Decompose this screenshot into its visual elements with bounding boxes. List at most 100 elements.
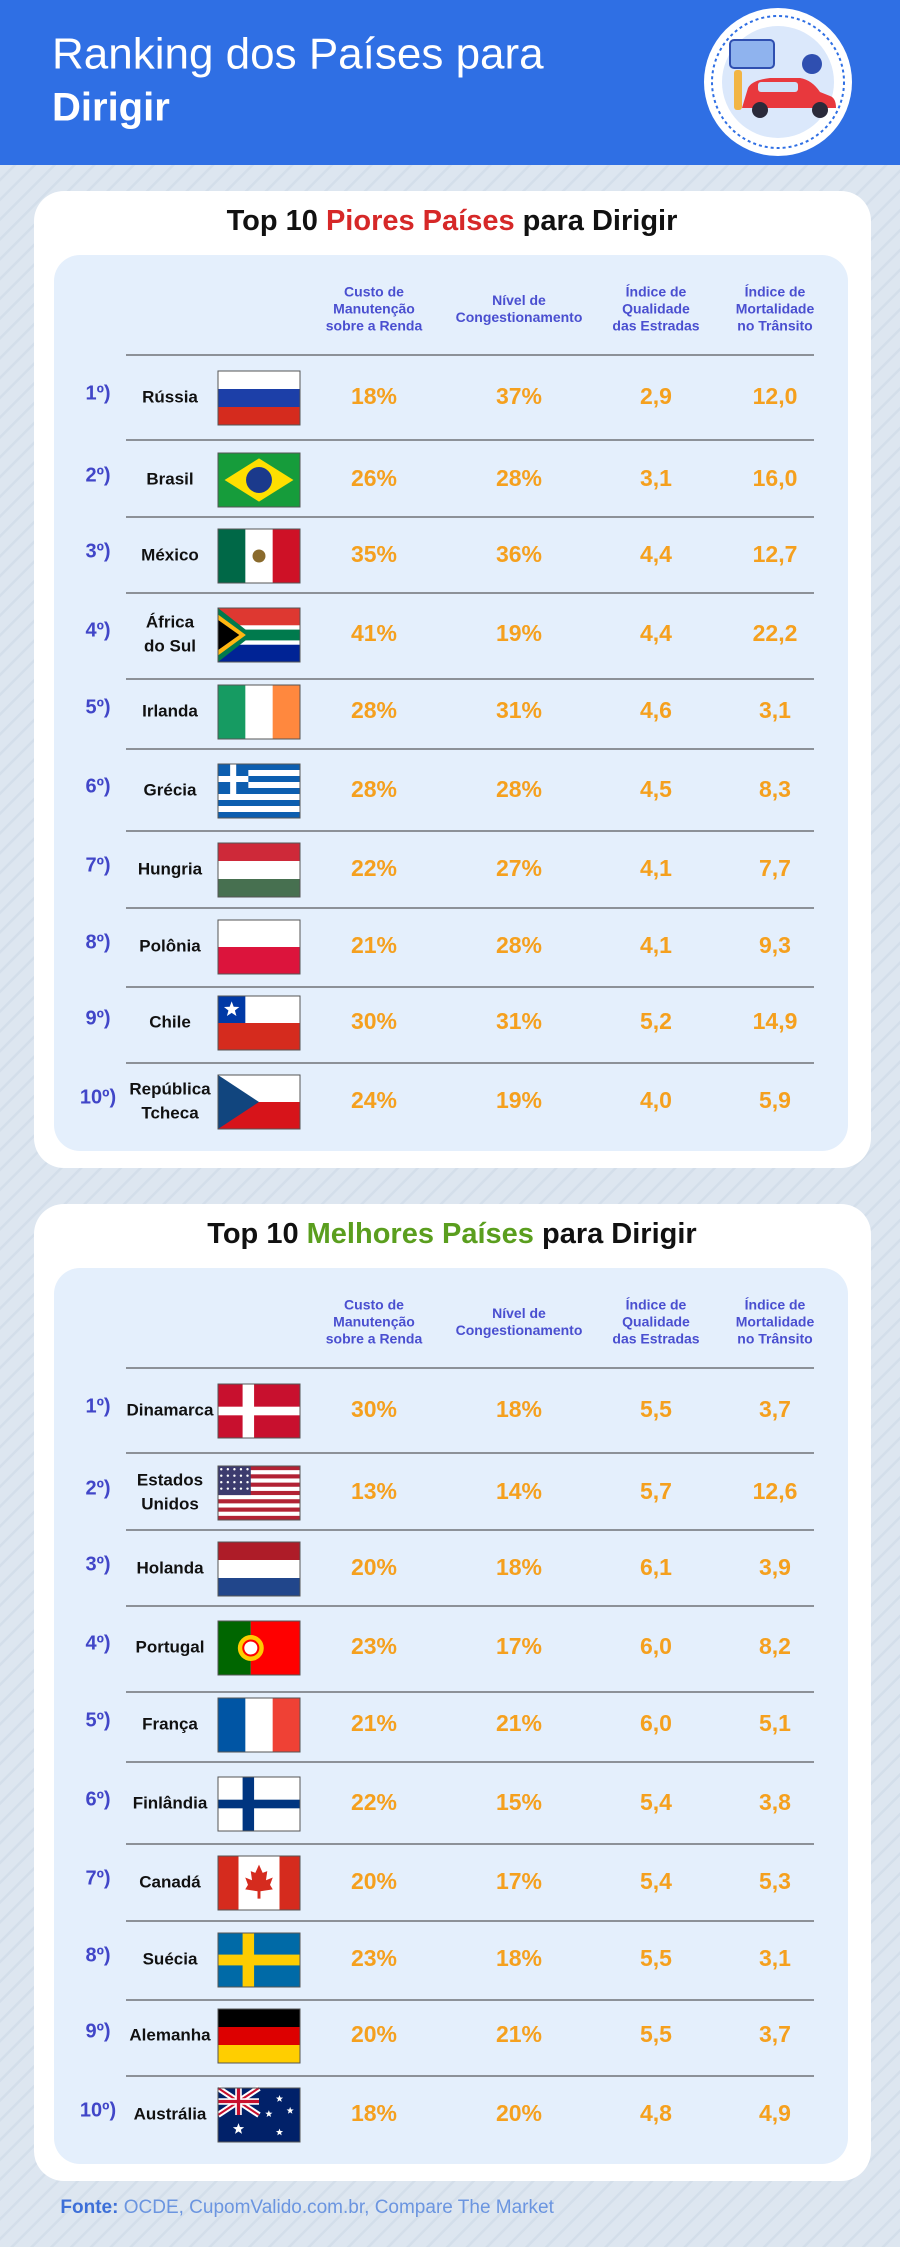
cell-value: 30% xyxy=(351,1008,397,1034)
cell-value: 3,8 xyxy=(759,1789,791,1815)
cell-value: 5,4 xyxy=(640,1868,672,1894)
cell-value: 5,3 xyxy=(759,1868,791,1894)
cell-value: 18% xyxy=(351,2100,397,2126)
rank: 10º) xyxy=(80,1086,116,1108)
column-header: Congestionamento xyxy=(456,309,583,325)
source-text: OCDE, CupomValido.com.br, Compare The Ma… xyxy=(118,2197,554,2218)
cell-value: 9,3 xyxy=(759,932,791,958)
cell-value: 5,5 xyxy=(640,1396,672,1422)
column-header: no Trânsito xyxy=(737,318,812,334)
cell-value: 28% xyxy=(496,465,542,491)
country-name: México xyxy=(141,545,199,564)
cell-value: 3,1 xyxy=(640,465,672,491)
country-name: Tcheca xyxy=(141,1103,199,1122)
column-header: sobre a Renda xyxy=(326,318,423,334)
flag xyxy=(217,842,301,898)
cell-value: 20% xyxy=(351,2021,397,2047)
source-label: Fonte: xyxy=(60,2197,118,2218)
cell-value: 26% xyxy=(351,465,397,491)
country-name: Estados xyxy=(137,1470,203,1489)
flag xyxy=(217,1932,301,1988)
flag xyxy=(217,684,301,740)
cell-value: 5,5 xyxy=(640,2021,672,2047)
cell-value: 3,7 xyxy=(759,2021,791,2047)
country-name: Portugal xyxy=(136,1637,205,1656)
country-name: Holanda xyxy=(136,1558,204,1577)
country-name: França xyxy=(142,1714,198,1733)
cell-value: 18% xyxy=(496,1945,542,1971)
rank: 6º) xyxy=(85,1788,110,1810)
cell-value: 28% xyxy=(496,932,542,958)
card-title-part: Top 10 xyxy=(207,1218,306,1250)
cell-value: 22% xyxy=(351,1789,397,1815)
header-icon xyxy=(704,8,852,156)
flag xyxy=(217,919,301,975)
card-title: Top 10 Piores Países para Dirigir xyxy=(227,205,678,237)
rank: 8º) xyxy=(85,1944,110,1966)
cell-value: 28% xyxy=(496,776,542,802)
column-header: Mortalidade xyxy=(736,301,815,317)
column-header: Índice de xyxy=(626,1297,687,1313)
country-name: do Sul xyxy=(144,636,196,655)
flag xyxy=(217,1383,301,1439)
cell-value: 4,4 xyxy=(640,541,672,567)
rank: 4º) xyxy=(85,1632,110,1654)
cell-value: 27% xyxy=(496,855,542,881)
cell-value: 6,1 xyxy=(640,1554,672,1580)
cell-value: 14,9 xyxy=(753,1008,798,1034)
cell-value: 16,0 xyxy=(753,465,798,491)
cell-value: 18% xyxy=(496,1554,542,1580)
country-name: Canadá xyxy=(139,1872,201,1891)
column-header: Índice de xyxy=(745,1297,806,1313)
flag xyxy=(217,1776,301,1832)
cell-value: 5,4 xyxy=(640,1789,672,1815)
cell-value: 4,9 xyxy=(759,2100,791,2126)
card-title-part: para Dirigir xyxy=(515,205,678,237)
cell-value: 20% xyxy=(351,1554,397,1580)
flag xyxy=(217,528,301,584)
rank: 2º) xyxy=(85,464,110,486)
rank: 1º) xyxy=(85,382,110,404)
cell-value: 36% xyxy=(496,541,542,567)
flag xyxy=(217,995,301,1051)
header-title: Ranking dos Países para xyxy=(52,30,544,79)
country-name: África xyxy=(146,612,195,631)
column-header: sobre a Renda xyxy=(326,1331,423,1347)
header-title: Dirigir xyxy=(52,86,170,130)
country-name: Finlândia xyxy=(133,1793,208,1812)
cell-value: 21% xyxy=(496,2021,542,2047)
cell-value: 7,7 xyxy=(759,855,791,881)
cell-value: 14% xyxy=(496,1478,542,1504)
cell-value: 5,1 xyxy=(759,1710,791,1736)
rank: 5º) xyxy=(85,1709,110,1731)
country-name: Dinamarca xyxy=(127,1400,214,1419)
country-name: Grécia xyxy=(144,780,197,799)
cell-value: 20% xyxy=(496,2100,542,2126)
cell-value: 28% xyxy=(351,776,397,802)
flag xyxy=(217,1855,301,1911)
cell-value: 19% xyxy=(496,620,542,646)
flag xyxy=(217,1074,301,1130)
cell-value: 37% xyxy=(496,383,542,409)
card-title-part: para Dirigir xyxy=(534,1218,697,1250)
cell-value: 30% xyxy=(351,1396,397,1422)
cell-value: 17% xyxy=(496,1868,542,1894)
column-header: Manutenção xyxy=(333,301,415,317)
country-name: República xyxy=(129,1079,211,1098)
rank: 3º) xyxy=(85,540,110,562)
cell-value: 8,2 xyxy=(759,1633,791,1659)
column-header: Índice de xyxy=(626,284,687,300)
cell-value: 21% xyxy=(496,1710,542,1736)
rank: 4º) xyxy=(85,619,110,641)
cell-value: 20% xyxy=(351,1868,397,1894)
cell-value: 4,8 xyxy=(640,2100,672,2126)
flag xyxy=(217,370,301,426)
cell-value: 17% xyxy=(496,1633,542,1659)
flag xyxy=(217,452,301,508)
country-name: Unidos xyxy=(141,1494,199,1513)
country-name: Rússia xyxy=(142,387,198,406)
cell-value: 23% xyxy=(351,1945,397,1971)
rank: 6º) xyxy=(85,775,110,797)
flag xyxy=(216,2085,301,2143)
cell-value: 5,2 xyxy=(640,1008,672,1034)
